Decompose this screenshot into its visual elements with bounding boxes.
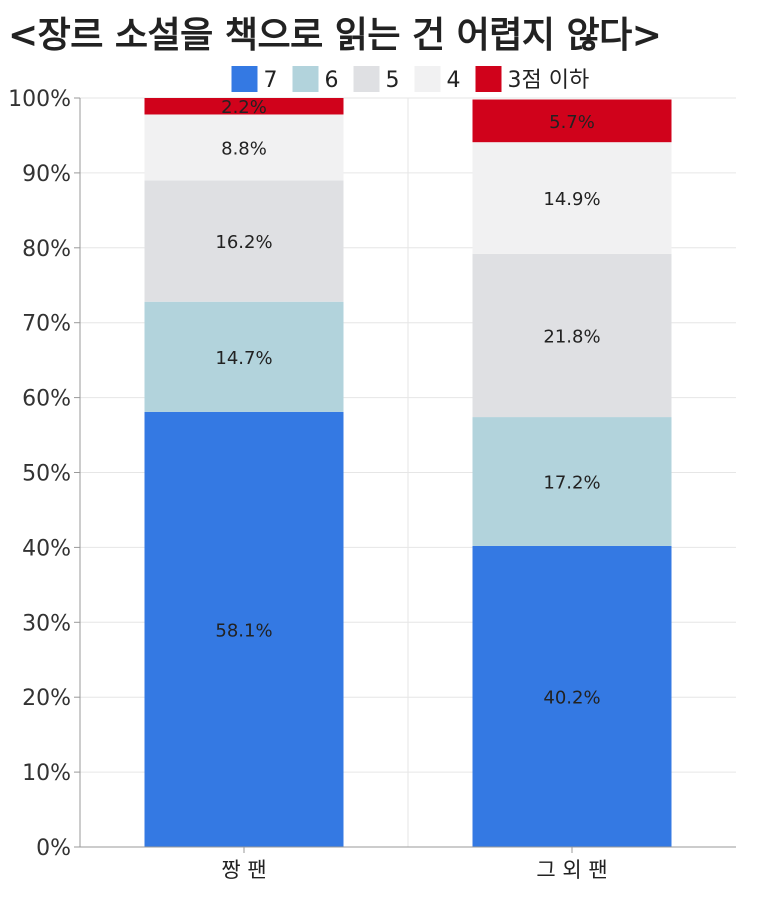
bar-segment <box>472 99 672 143</box>
bar-segment <box>144 301 344 412</box>
data-label: 21.8% <box>543 326 600 347</box>
y-tick-label: 70% <box>22 312 71 337</box>
y-tick-label: 90% <box>22 162 71 187</box>
data-label: 5.7% <box>549 112 595 133</box>
legend-label: 6 <box>325 68 339 93</box>
chart-title: <장르 소설을 책으로 읽는 건 어렵지 않다> <box>8 15 662 56</box>
axes: 0% 10% 20% 30% 40% 50% 60% 70% 80% 90% 100% 짱 팬 그 외 … <box>8 87 736 882</box>
y-tick-label: 40% <box>22 536 71 561</box>
legend-label: 3점 이하 <box>508 68 590 93</box>
bar-segment <box>472 253 672 418</box>
bar-segment <box>472 142 672 254</box>
legend-item: 6 <box>292 66 339 93</box>
y-tick-label: 50% <box>22 462 71 487</box>
data-label: 14.9% <box>543 189 600 210</box>
y-tick-label: 80% <box>22 237 71 262</box>
data-labels: 58.1% 14.7% 16.2% 8.8% 2.2% 40.2% 17.2% 21.8% 14… <box>215 97 600 708</box>
legend-swatch <box>292 66 319 92</box>
y-tick-label: 10% <box>22 761 71 786</box>
y-tick-label: 0% <box>36 836 71 861</box>
data-label: 2.2% <box>221 97 267 118</box>
bar-segment <box>472 545 672 847</box>
bars <box>144 98 672 847</box>
data-label: 40.2% <box>543 687 600 708</box>
data-label: 8.8% <box>221 138 267 159</box>
bar-segment <box>144 98 344 115</box>
legend-label: 5 <box>386 68 400 93</box>
legend-item: 3점 이하 <box>475 66 590 93</box>
legend-label: 7 <box>264 68 278 93</box>
y-tick-label: 60% <box>22 387 71 412</box>
x-tick-label: 짱 팬 <box>221 858 266 882</box>
bar-segment <box>144 411 344 847</box>
legend: 7 6 5 4 3점 이하 <box>231 66 590 93</box>
data-label: 17.2% <box>543 472 600 493</box>
data-label: 16.2% <box>215 232 272 253</box>
x-tick-label: 그 외 팬 <box>536 858 607 882</box>
y-tick-label: 100% <box>8 87 71 112</box>
legend-swatch <box>414 66 441 92</box>
bar-segment <box>144 114 344 181</box>
y-tick-label: 30% <box>22 611 71 636</box>
y-tick-label: 20% <box>22 686 71 711</box>
legend-item: 4 <box>414 66 461 93</box>
legend-swatch <box>475 66 502 92</box>
legend-swatch <box>231 66 258 92</box>
data-label: 58.1% <box>215 620 272 641</box>
legend-item: 7 <box>231 66 278 93</box>
legend-swatch <box>353 66 380 92</box>
legend-item: 5 <box>353 66 400 93</box>
data-label: 14.7% <box>215 348 272 369</box>
bar-segment <box>144 180 344 302</box>
bar-segment <box>472 417 672 546</box>
legend-label: 4 <box>447 68 461 93</box>
